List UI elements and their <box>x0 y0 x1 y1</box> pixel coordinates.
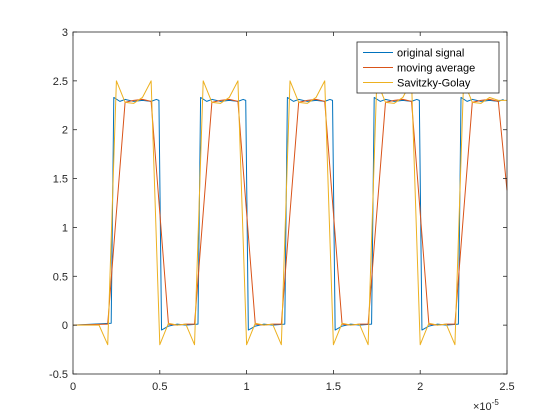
legend-label-0: original signal <box>397 48 464 60</box>
y-tick-label: 3 <box>62 27 68 39</box>
x-tick-label: 1 <box>244 381 250 393</box>
axes-box <box>72 31 508 375</box>
x-exponent-base: ×10 <box>473 401 492 413</box>
legend-label-1: moving average <box>397 63 475 75</box>
y-tick-label: 1 <box>62 222 68 234</box>
x-tick-label: 0.5 <box>152 381 167 393</box>
y-axis: -0.5 0 0.5 1 1.5 2 2.5 3 <box>49 27 507 381</box>
y-tick-label: 2.5 <box>53 76 68 88</box>
x-tick-label: 1.5 <box>326 381 341 393</box>
y-tick-label: -0.5 <box>49 369 68 381</box>
legend: original signal moving average Savitzky-Go… <box>356 41 500 94</box>
legend-label-2: Savitzky-Golay <box>397 78 471 90</box>
y-tick-label: 1.5 <box>53 174 68 186</box>
y-tick-label: 2 <box>62 125 68 137</box>
series-layer <box>72 80 508 346</box>
x-axis: 0 0.5 1 1.5 2 2.5 <box>70 32 515 393</box>
x-exponent-power: -5 <box>492 398 500 407</box>
x-tick-label: 2 <box>417 381 423 393</box>
y-tick-label: 0 <box>62 320 68 332</box>
series-line-0 <box>72 96 504 331</box>
y-tick-label: 0.5 <box>53 271 68 283</box>
x-tick-label: 2.5 <box>499 381 514 393</box>
x-tick-label: 0 <box>70 381 76 393</box>
series-line-2 <box>73 80 507 346</box>
x-exponent-label: ×10-5 <box>473 398 499 413</box>
